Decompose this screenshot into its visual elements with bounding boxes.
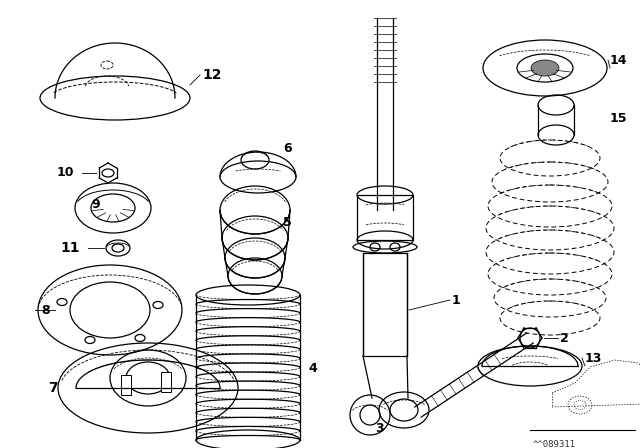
Ellipse shape — [531, 60, 559, 76]
Text: 10: 10 — [57, 167, 74, 180]
Text: 11: 11 — [60, 241, 79, 255]
Bar — [121, 375, 131, 395]
Text: 2: 2 — [560, 332, 569, 345]
Text: 9: 9 — [92, 198, 100, 211]
Text: ^^089311: ^^089311 — [533, 440, 576, 448]
Bar — [161, 372, 171, 392]
Text: 14: 14 — [610, 53, 627, 66]
Text: 13: 13 — [585, 352, 602, 365]
Text: 15: 15 — [610, 112, 627, 125]
Text: 4: 4 — [308, 362, 317, 375]
Bar — [363, 253, 407, 356]
Text: 6: 6 — [283, 142, 292, 155]
Text: 5: 5 — [283, 215, 292, 228]
Text: 7: 7 — [49, 381, 58, 395]
Text: 8: 8 — [42, 303, 50, 316]
Text: 3: 3 — [375, 422, 383, 435]
Bar — [357, 195, 413, 240]
Text: 12: 12 — [202, 68, 221, 82]
Text: 1: 1 — [452, 293, 461, 306]
